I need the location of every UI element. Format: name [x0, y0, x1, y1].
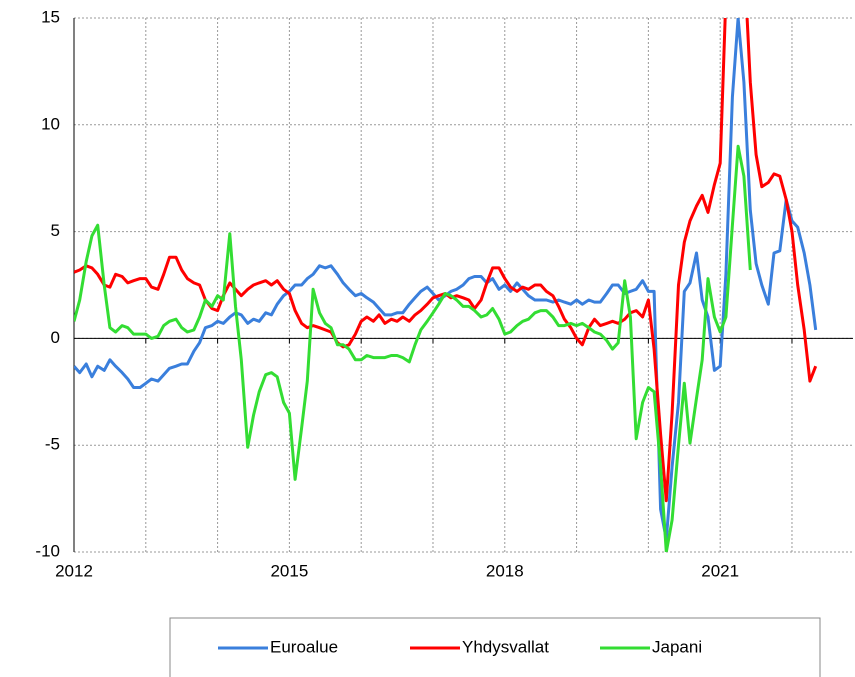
x-tick-label: 2021	[701, 561, 739, 580]
series-line	[74, 18, 818, 541]
plot-area	[74, 18, 818, 552]
legend-box	[169, 617, 821, 677]
y-tick-label: 15	[41, 7, 60, 26]
series-line	[74, 18, 818, 503]
y-tick-label: 0	[51, 328, 60, 347]
x-tick-label: 2015	[270, 561, 308, 580]
y-tick-label: 5	[51, 221, 60, 240]
y-tick-label: -5	[45, 435, 60, 454]
x-tick-label: 2018	[486, 561, 524, 580]
x-tick-label: 2012	[55, 561, 93, 580]
y-tick-label: 10	[41, 114, 60, 133]
legend-label: Japani	[652, 637, 702, 656]
legend-label: Yhdysvallat	[462, 637, 549, 656]
y-tick-label: -10	[35, 541, 60, 560]
legend-label: Euroalue	[270, 637, 338, 656]
series-line	[74, 144, 752, 552]
